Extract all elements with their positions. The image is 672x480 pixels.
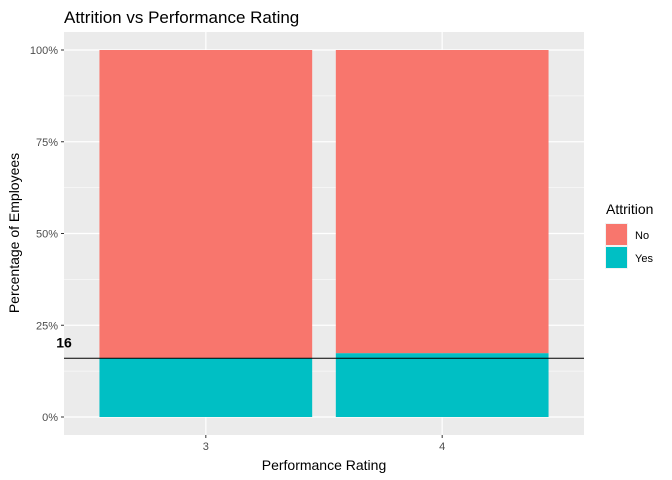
legend: Attrition No Yes <box>605 201 653 269</box>
y-tick-label: 50% <box>36 229 58 241</box>
legend-key-yes <box>606 247 627 268</box>
reference-line-label: 16 <box>56 334 72 350</box>
bar-yes-4 <box>335 353 549 417</box>
y-tick-label: 0% <box>42 412 58 424</box>
y-tick-label: 75% <box>36 137 58 149</box>
y-tick-label: 25% <box>36 320 58 332</box>
legend-title: Attrition <box>606 201 653 217</box>
y-axis: 0% 25% 50% 75% 100% <box>30 45 64 424</box>
bar-yes-3 <box>99 358 313 417</box>
x-axis-title: Performance Rating <box>262 457 387 473</box>
x-tick-label: 4 <box>439 441 445 453</box>
legend-key-no <box>606 224 627 245</box>
bar-no-4 <box>335 50 549 354</box>
chart-title: Attrition vs Performance Rating <box>64 8 299 27</box>
x-tick-label: 3 <box>203 441 209 453</box>
y-tick-label: 100% <box>30 45 58 57</box>
legend-label-no: No <box>635 230 649 242</box>
legend-label-yes: Yes <box>635 253 653 265</box>
bar-no-3 <box>99 50 313 359</box>
bars <box>99 50 549 417</box>
y-axis-title: Percentage of Employees <box>6 153 22 313</box>
reference-line-group: 16 <box>56 334 584 359</box>
